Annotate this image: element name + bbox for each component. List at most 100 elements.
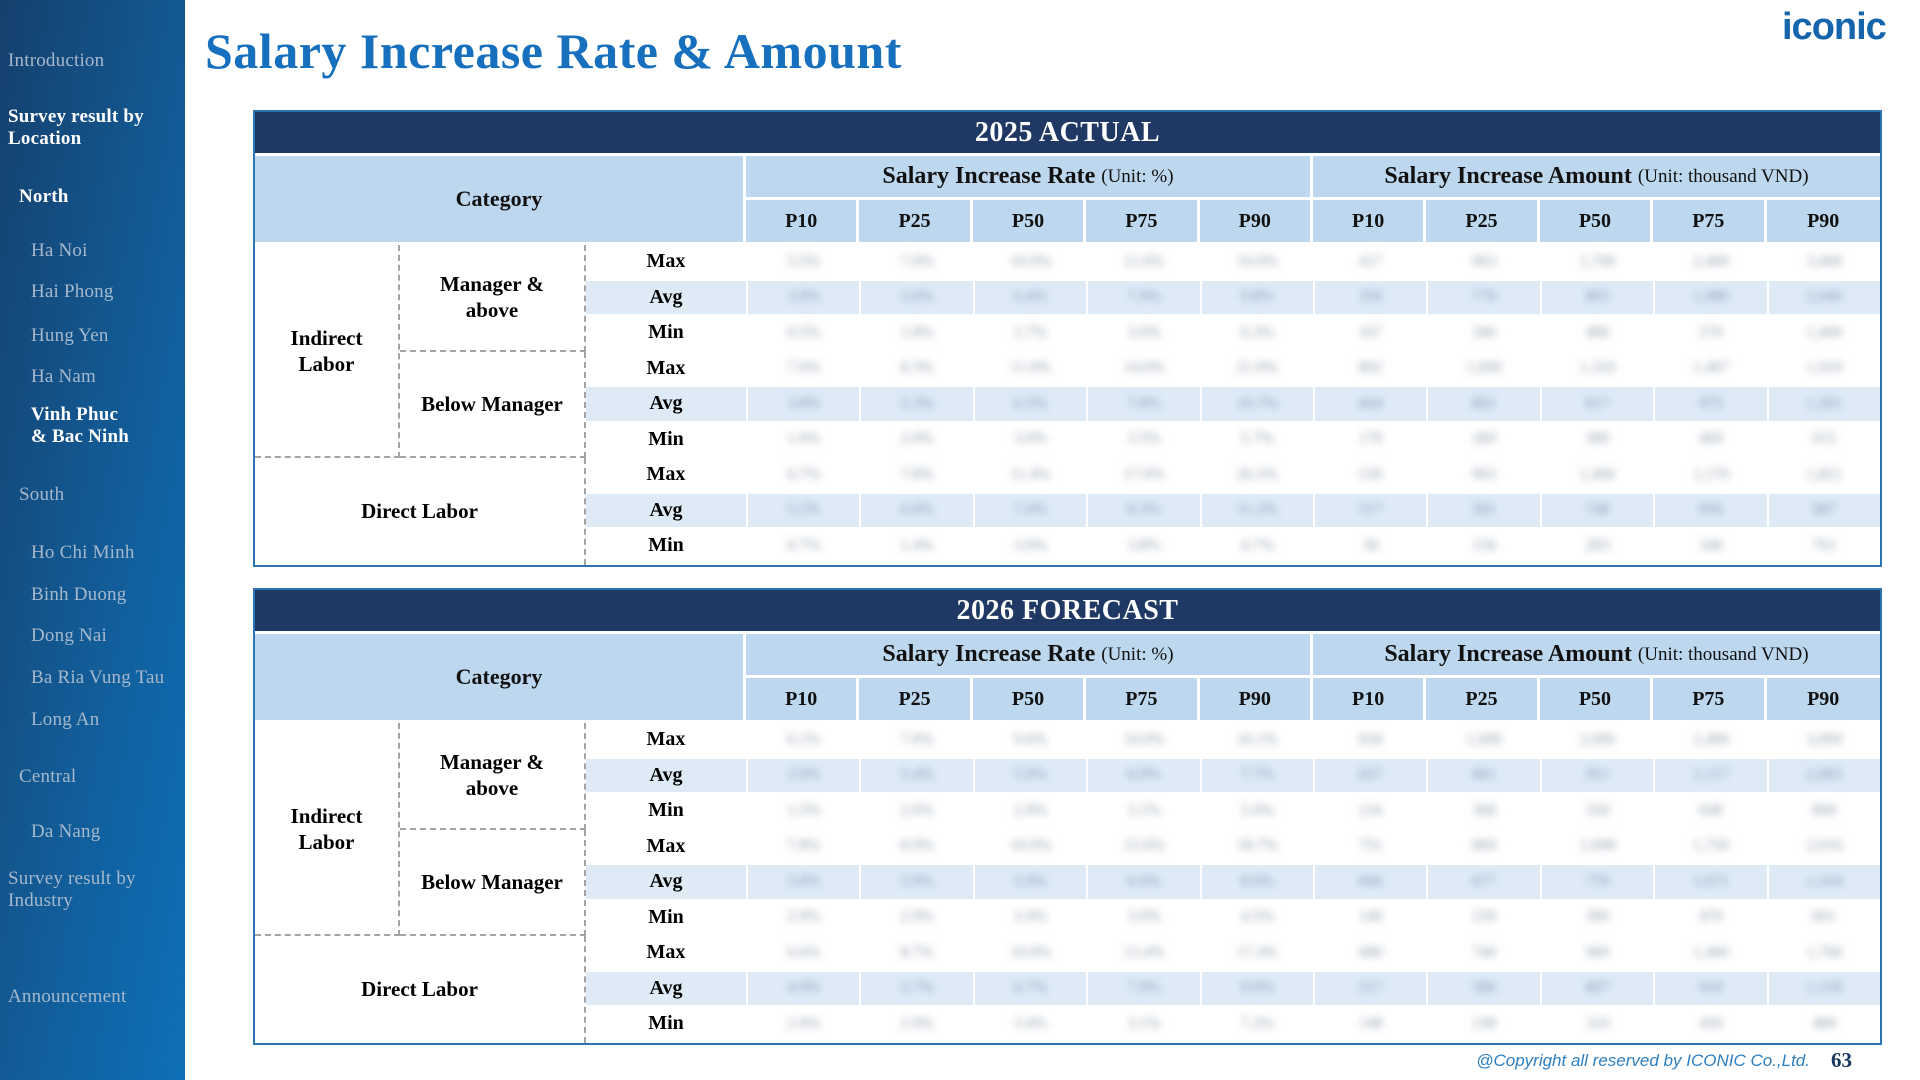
- data-cell-redacted: 1,117: [1653, 758, 1767, 794]
- sidebar-item-hai-phong[interactable]: Hai Phong: [31, 281, 114, 302]
- blurred-value: 3.0%: [1013, 536, 1048, 554]
- sidebar-item-introduction[interactable]: Introduction: [8, 50, 105, 71]
- stat-label-min: Min: [586, 316, 746, 352]
- blurred-value: 677: [1472, 872, 1497, 890]
- data-cell-redacted: 5.8%: [746, 865, 860, 901]
- data-cell-redacted: 779: [1539, 865, 1654, 901]
- col-header-p10-amount: P10: [1312, 200, 1427, 245]
- sidebar-item-announcement[interactable]: Announcement: [8, 986, 127, 1007]
- sidebar-item-south[interactable]: South: [19, 484, 65, 505]
- blurred-value: 801: [1472, 394, 1497, 412]
- data-cell-redacted: 1,301: [1766, 387, 1880, 423]
- sidebar-item-central[interactable]: Central: [19, 766, 77, 787]
- sidebar-item-survey-result-by-industry[interactable]: Survey result by Industry: [8, 868, 136, 911]
- sidebar-item-vinh-phuc-bac-ninh[interactable]: Vinh Phuc & Bac Ninh: [31, 404, 130, 447]
- blurred-value: 6.1%: [787, 730, 821, 748]
- data-cell-redacted: 1,700: [1539, 245, 1654, 281]
- page-title: Salary Increase Rate & Amount: [205, 23, 902, 79]
- sidebar-item-ha-nam[interactable]: Ha Nam: [31, 366, 97, 387]
- blurred-value: 350: [1358, 288, 1383, 306]
- sidebar-item-survey-result-by-location[interactable]: Survey result by Location: [8, 106, 144, 149]
- blurred-value: 2,000: [1579, 730, 1616, 748]
- blurred-value: 1,467: [1692, 359, 1729, 377]
- data-cell-redacted: 517: [1312, 971, 1427, 1007]
- sidebar-item-ha-noi[interactable]: Ha Noi: [31, 240, 88, 261]
- data-cell-redacted: 36: [1312, 529, 1427, 565]
- data-cell-redacted: 18.7%: [1199, 829, 1313, 865]
- blurred-value: 550: [1585, 801, 1610, 819]
- data-cell-redacted: 963: [1426, 458, 1540, 494]
- data-cell-redacted: 6.3%: [1199, 316, 1313, 352]
- blurred-value: 6.7%: [787, 465, 821, 483]
- blurred-value: 3.4%: [1013, 908, 1048, 926]
- col-header-p25-rate: P25: [859, 200, 973, 245]
- blurred-value: 4.9%: [787, 979, 821, 997]
- blurred-value: 11.4%: [1010, 465, 1051, 483]
- blurred-value: 18.7%: [1236, 837, 1278, 855]
- data-cell-redacted: 380: [1539, 422, 1654, 458]
- blurred-value: 6.3%: [1240, 323, 1274, 341]
- sidebar-item-dong-nai[interactable]: Dong Nai: [31, 625, 108, 646]
- blurred-value: 1,118: [1806, 979, 1842, 997]
- blurred-value: 3.9%: [787, 766, 821, 784]
- data-cell-redacted: 239: [1426, 900, 1540, 936]
- sidebar-item-ba-ria-vung-tau[interactable]: Ba Ria Vung Tau: [31, 667, 165, 688]
- data-cell-redacted: 346: [1653, 529, 1767, 565]
- blurred-value: 4.7%: [1240, 536, 1274, 554]
- blurred-value: 517: [1358, 501, 1383, 519]
- group-header-label: Salary Increase Amount: [1384, 163, 1632, 189]
- data-cell-redacted: 1,000: [1426, 723, 1540, 759]
- sidebar-item-north[interactable]: North: [19, 186, 69, 207]
- data-cell-redacted: 1.6%: [746, 422, 860, 458]
- data-cell-redacted: 3.9%: [746, 758, 860, 794]
- category-cell-below-manager: Below Manager: [400, 351, 586, 458]
- blurred-value: 380: [1585, 430, 1610, 448]
- data-cell-redacted: 2.9%: [746, 900, 860, 936]
- data-cell-redacted: 869: [1426, 829, 1540, 865]
- stat-label-min: Min: [586, 423, 746, 458]
- sidebar-item-long-an[interactable]: Long An: [31, 709, 100, 730]
- data-cell-redacted: 6.5%: [972, 387, 1087, 423]
- blurred-value: 15.6%: [1123, 837, 1165, 855]
- data-cell-redacted: 1,980: [1653, 280, 1767, 316]
- data-cell-redacted: 2.9%: [859, 900, 973, 936]
- blurred-value: 1,000: [1466, 730, 1503, 748]
- blurred-value: 17.0%: [1123, 465, 1165, 483]
- data-cell-redacted: 1,467: [1653, 351, 1767, 387]
- footer: @Copyright all reserved by ICONIC Co.,Lt…: [0, 1048, 1920, 1078]
- blurred-value: 2.9%: [787, 1014, 821, 1032]
- sidebar-item-ho-chi-minh[interactable]: Ho Chi Minh: [31, 542, 135, 563]
- data-cell-redacted: 5.9%: [859, 865, 973, 901]
- data-cell-redacted: 1,104: [1766, 865, 1880, 901]
- sidebar-item-da-nang[interactable]: Da Nang: [31, 821, 101, 842]
- data-cell-redacted: 890: [1766, 794, 1880, 830]
- blurred-value: 664: [1358, 394, 1383, 412]
- group-header-label: Salary Increase Rate: [882, 641, 1096, 667]
- data-cell-redacted: 11.2%: [1199, 493, 1313, 529]
- blurred-value: 470: [1698, 908, 1723, 926]
- sidebar-item-binh-duong[interactable]: Binh Duong: [31, 584, 127, 605]
- data-cell-redacted: 9.9%: [1199, 971, 1313, 1007]
- category-cell-indirect-labor: Indirect Labor: [255, 723, 400, 936]
- blurred-value: 9.6%: [1013, 730, 1048, 748]
- blurred-value: 480: [1585, 323, 1610, 341]
- group-header-rate: Salary Increase Rate (Unit: %): [746, 634, 1313, 678]
- blurred-value: 861: [1472, 766, 1497, 784]
- blurred-value: 1,071: [1692, 872, 1729, 890]
- blurred-value: 26.5%: [1236, 465, 1278, 483]
- sidebar-item-hung-yen[interactable]: Hung Yen: [31, 325, 109, 346]
- stat-label-min: Min: [586, 794, 746, 830]
- blurred-value: 761: [1812, 536, 1837, 554]
- blurred-value: 0.7%: [787, 536, 821, 554]
- data-cell-redacted: 2,000: [1539, 723, 1654, 759]
- iconic-logo: iconic: [1782, 6, 1887, 48]
- blurred-value: 3.6%: [1127, 323, 1161, 341]
- group-header-amount: Salary Increase Amount (Unit: thousand VN…: [1312, 156, 1880, 200]
- data-cell-redacted: 680: [1312, 936, 1427, 972]
- col-header-p75-rate: P75: [1086, 678, 1200, 723]
- data-cell-redacted: 1,118: [1766, 971, 1880, 1007]
- data-cell-redacted: 807: [1539, 971, 1654, 1007]
- col-header-p10-rate: P10: [746, 200, 860, 245]
- blurred-value: 11.0%: [1123, 252, 1165, 270]
